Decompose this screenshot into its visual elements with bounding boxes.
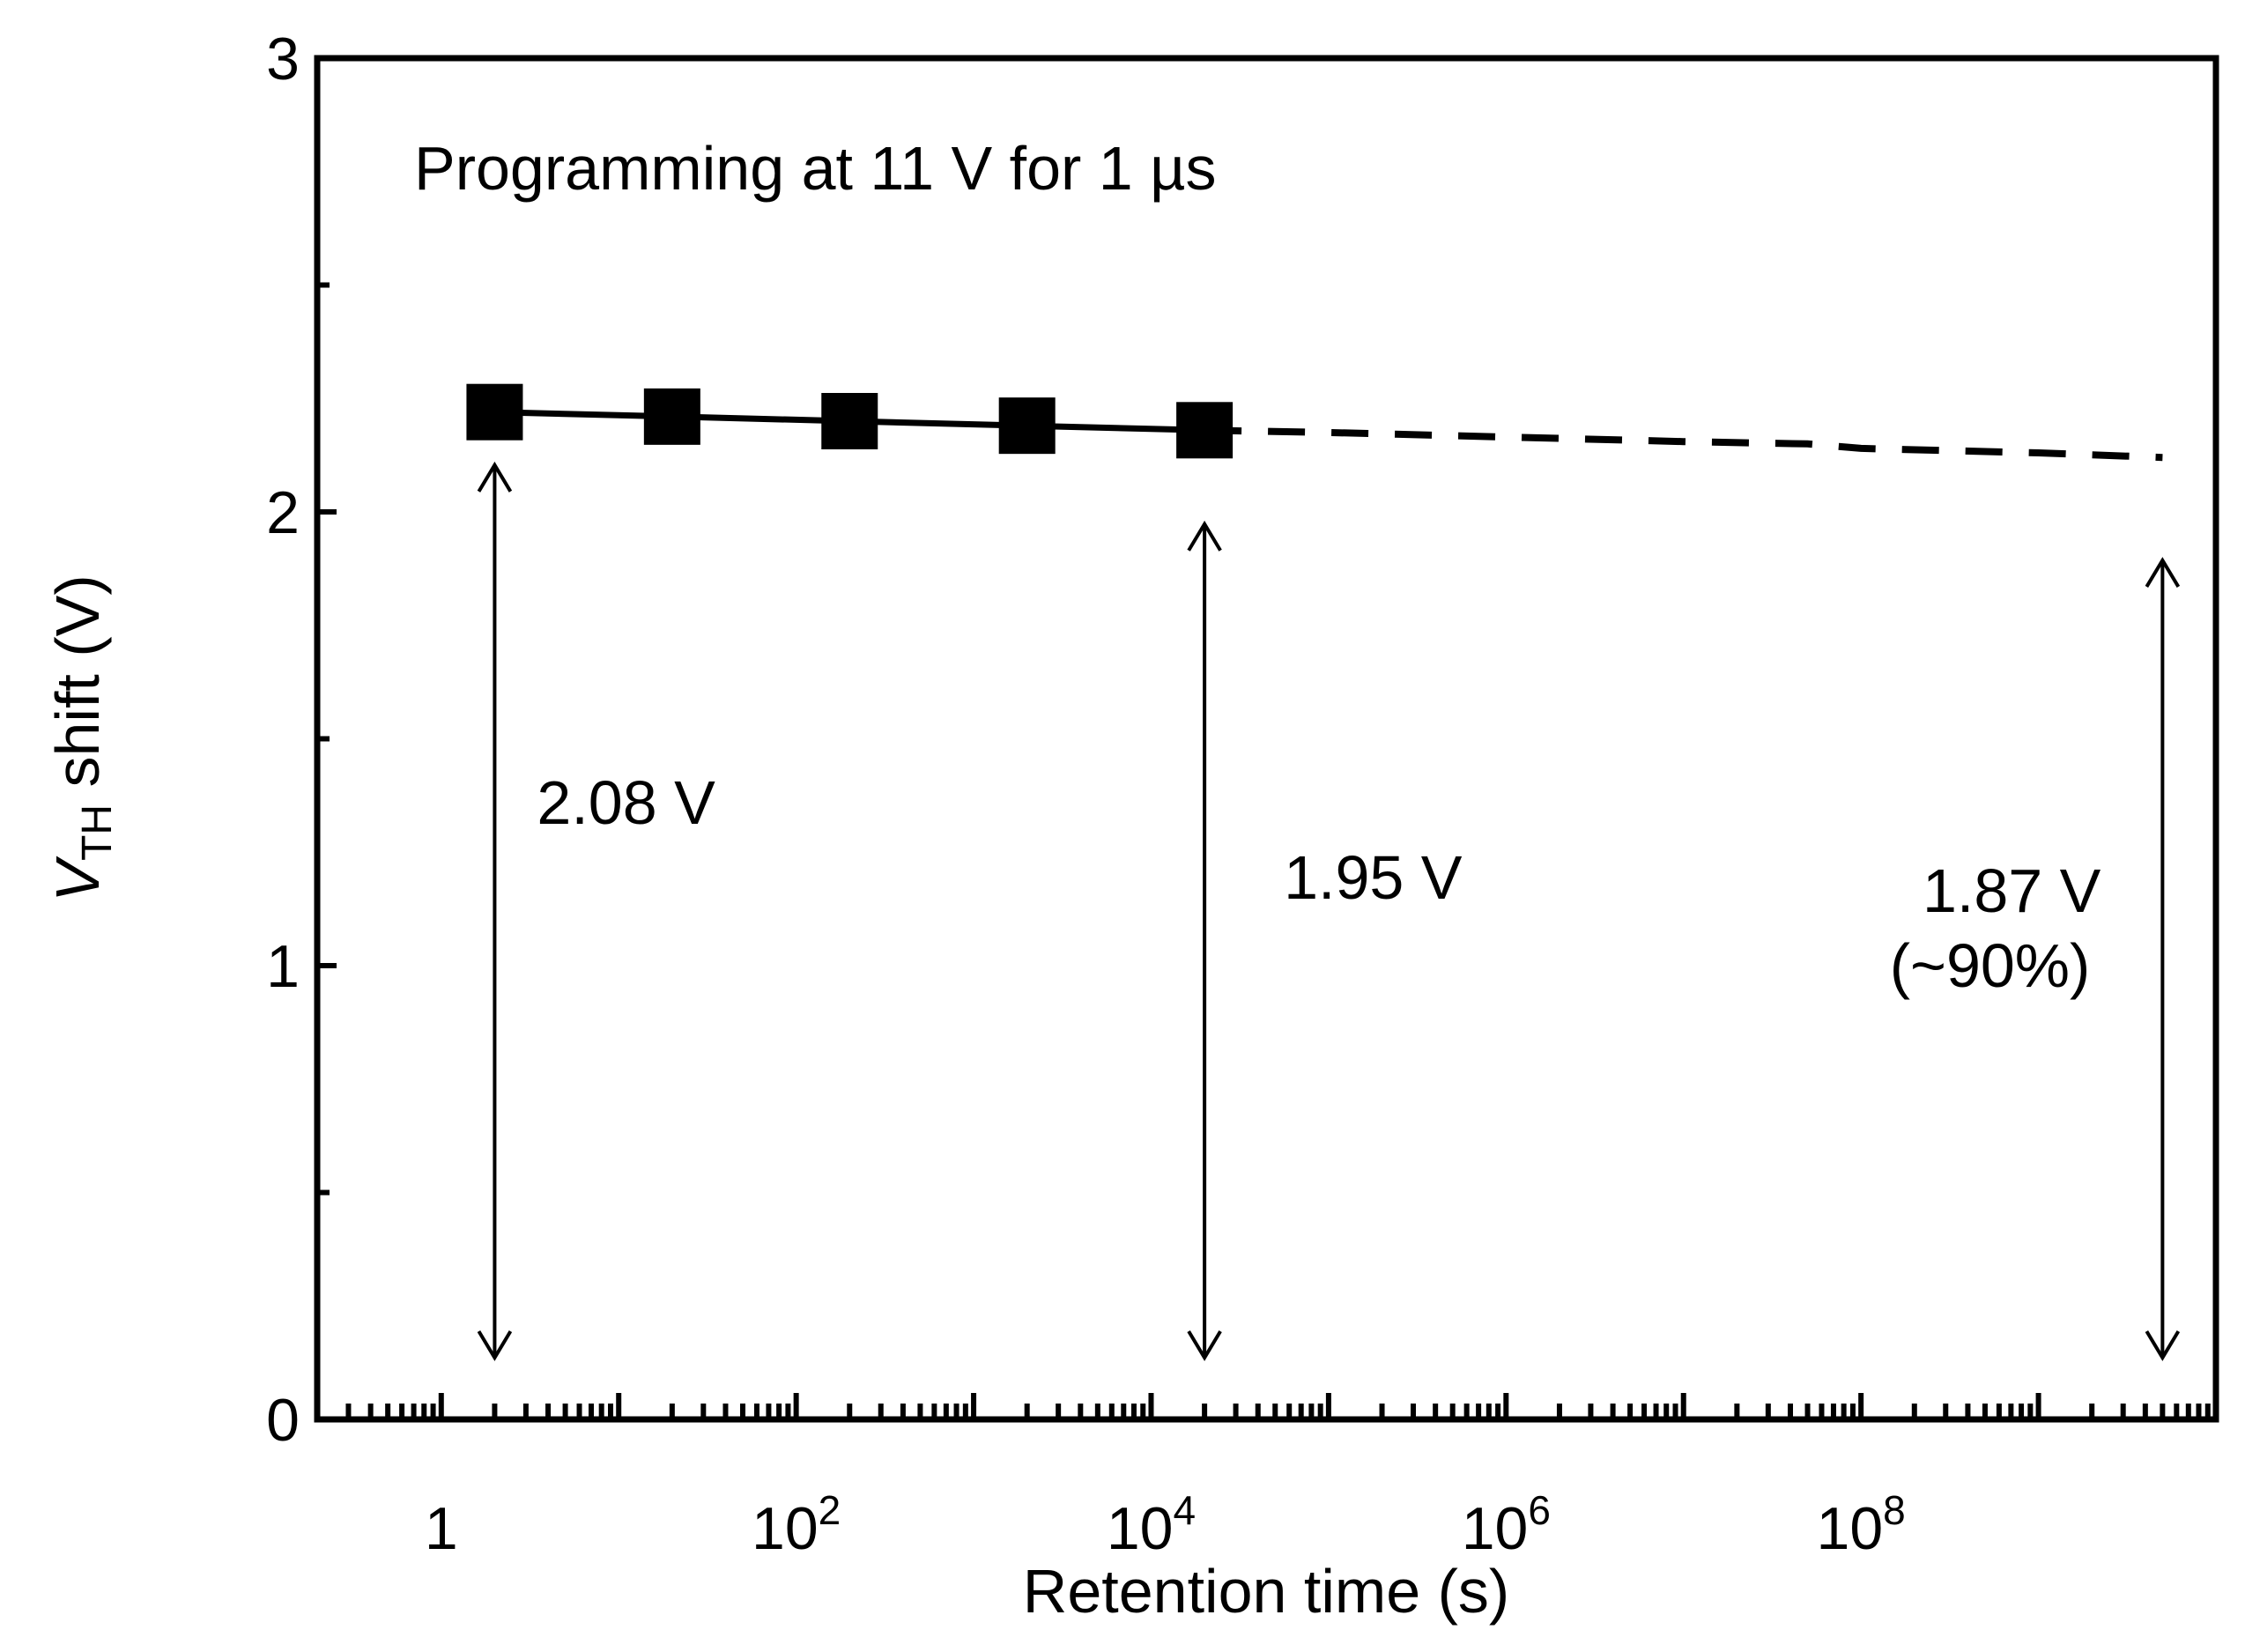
y-tick-label: 1 <box>266 933 300 1000</box>
y-axis-title-subscript: TH <box>74 804 121 861</box>
arrow-head-down <box>2145 1330 2181 1361</box>
x-tick-label: 102 <box>752 1487 841 1562</box>
data-point-marker <box>466 383 523 441</box>
data-point-marker <box>998 397 1056 455</box>
arrow-head-down <box>1187 1330 1222 1361</box>
y-axis-title-v: V <box>43 856 112 902</box>
arrow-label-secondary: (~90%) <box>1890 931 2091 1000</box>
data-point-marker <box>821 393 878 449</box>
y-tick-label: 0 <box>266 1387 300 1454</box>
arrow-head-up <box>2145 557 2181 588</box>
y-axis-title-rest: shift (V) <box>43 574 112 804</box>
annotation-arrows: 2.08 V 1.95 V 1.87 V(~90%) <box>477 461 2181 1361</box>
y-axis: 0 1 2 3 <box>266 26 337 1454</box>
series-layer <box>466 383 2163 462</box>
x-tick-label: 106 <box>1462 1487 1551 1562</box>
y-tick-label: 3 <box>266 26 300 93</box>
y-axis-title: VTH shift (V) <box>43 574 121 901</box>
x-axis: 1 102 104 106 108 <box>315 1393 2219 1562</box>
arrow-label: 1.95 V <box>1284 843 1463 912</box>
y-tick-label: 2 <box>266 479 300 546</box>
x-tick-label: 1 <box>425 1495 458 1562</box>
data-point-marker <box>643 388 700 445</box>
x-tick-label: 108 <box>1817 1487 1906 1562</box>
condition-annotation: Programming at 11 V for 1 µs <box>414 134 1217 203</box>
arrow-head-up <box>1187 520 1222 552</box>
x-tick-label: 104 <box>1107 1487 1196 1562</box>
arrow-head-up <box>477 461 513 493</box>
arrow-label: 1.87 V <box>1923 856 2101 925</box>
arrow-label: 2.08 V <box>537 768 715 837</box>
arrow-head-down <box>477 1330 513 1361</box>
series-line-extrapolation <box>1204 426 2163 462</box>
x-axis-title: Retention time (s) <box>1023 1557 1509 1626</box>
plot-frame <box>314 55 2219 1423</box>
